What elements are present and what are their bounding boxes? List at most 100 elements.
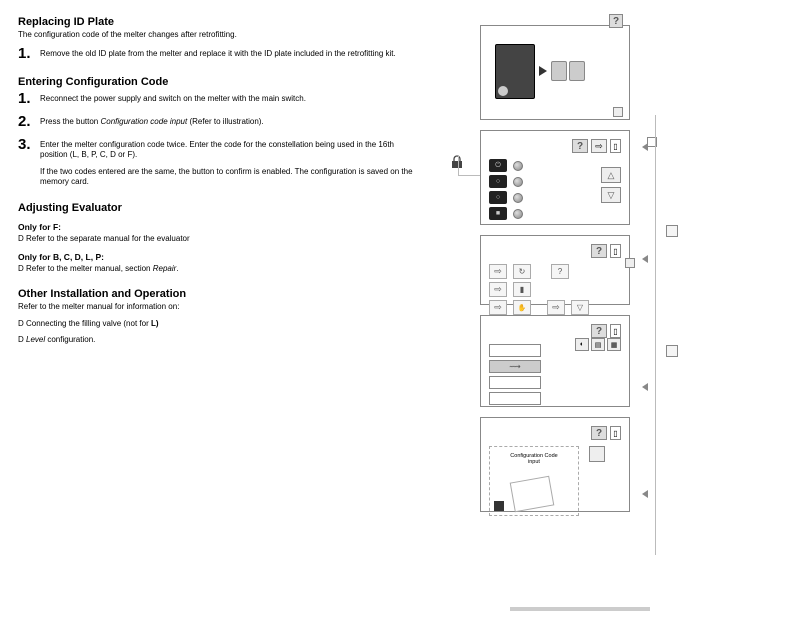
bar-icon bbox=[610, 139, 621, 153]
flow-arrow-icon bbox=[642, 383, 648, 391]
italic-text: Level bbox=[26, 335, 45, 344]
step-text: Enter the melter configuration code twic… bbox=[40, 136, 418, 188]
step-number: 3 bbox=[18, 136, 40, 188]
switch-icon: ○ bbox=[489, 191, 507, 204]
help-icon: ? bbox=[551, 264, 569, 279]
text: (Refer to illustration). bbox=[187, 117, 263, 126]
text-field-selected bbox=[489, 360, 541, 373]
help-icon: ? bbox=[609, 14, 623, 28]
bar-icon bbox=[610, 426, 621, 440]
panel-config-code: ? Configuration Code input bbox=[480, 417, 630, 512]
field-row bbox=[489, 360, 621, 373]
text-field bbox=[489, 344, 541, 357]
panel-header: ? bbox=[489, 139, 621, 153]
section2-title: Entering Configuration Code bbox=[18, 76, 418, 88]
mode-row: ? bbox=[489, 264, 621, 279]
field-icons: ◐ ▤ ▦ bbox=[575, 338, 621, 351]
led-icon bbox=[513, 193, 523, 203]
lock-icon bbox=[450, 155, 464, 169]
switch-icon: ■ bbox=[489, 207, 507, 220]
cycle-icon bbox=[513, 264, 531, 279]
mode-row bbox=[489, 300, 621, 315]
flow-line bbox=[655, 115, 656, 555]
flow-arrow-icon bbox=[642, 255, 648, 263]
panel-header: ? bbox=[489, 426, 621, 440]
hand-icon bbox=[513, 300, 531, 315]
section3-title: Adjusting Evaluator bbox=[18, 202, 418, 214]
help-icon: ? bbox=[591, 426, 607, 440]
help-icon: ? bbox=[572, 139, 588, 153]
id-plate-icon bbox=[569, 61, 585, 81]
section1-subtitle: The configuration code of the melter cha… bbox=[18, 30, 418, 39]
confirm-button-icon bbox=[589, 446, 605, 462]
step-text: Remove the old ID plate from the melter … bbox=[40, 45, 418, 62]
step-text: Reconnect the power supply and switch on… bbox=[40, 90, 418, 107]
s4-line1: D Connecting the filling valve (not for … bbox=[18, 319, 418, 329]
switch-row: ■ bbox=[489, 207, 621, 220]
switch-icon: ○ bbox=[489, 175, 507, 188]
arrow-right-icon bbox=[591, 139, 607, 153]
arrow-icon bbox=[547, 300, 565, 315]
id-plate-tilted-icon bbox=[510, 476, 555, 512]
s1-step1: 1 Remove the old ID plate from the melte… bbox=[18, 45, 418, 62]
italic-text: Repair bbox=[153, 264, 177, 273]
panel-melter: ? bbox=[480, 25, 630, 120]
section4-title: Other Installation and Operation bbox=[18, 288, 418, 300]
field-row bbox=[489, 392, 621, 405]
arrow-icon bbox=[489, 282, 507, 297]
bold-text: L) bbox=[151, 319, 159, 328]
switch-icon: ⏻ bbox=[489, 159, 507, 172]
led-icon bbox=[513, 209, 523, 219]
melter-unit-icon bbox=[495, 44, 535, 99]
flow-arrow-icon bbox=[642, 143, 648, 151]
flow-line bbox=[458, 155, 459, 175]
flow-arrow-icon bbox=[642, 490, 648, 498]
panel-switches: ? ⏻ ○ ○ ■ △ ▽ bbox=[480, 130, 630, 225]
melter-mini-icon bbox=[494, 501, 504, 511]
text: D Refer to the melter manual, section bbox=[18, 264, 153, 273]
connector-box bbox=[625, 258, 635, 268]
s4-line2: D Level configuration. bbox=[18, 335, 418, 345]
updown-group: △ ▽ bbox=[601, 167, 621, 203]
led-icon bbox=[513, 177, 523, 187]
s3-line1: D Refer to the separate manual for the e… bbox=[18, 234, 418, 244]
text: D Connecting the filling valve (not for bbox=[18, 319, 151, 328]
s3-sub2: Only for B, C, D, L, P: bbox=[18, 252, 418, 262]
melter-illustration bbox=[495, 36, 615, 106]
up-button-icon: △ bbox=[601, 167, 621, 183]
s4-intro: Refer to the melter manual for informati… bbox=[18, 302, 418, 312]
panel-fields: ? ◐ ▤ ▦ bbox=[480, 315, 630, 407]
text: configuration. bbox=[45, 335, 95, 344]
led-icon bbox=[513, 161, 523, 171]
left-column: Replacing ID Plate The configuration cod… bbox=[18, 16, 418, 352]
section1-title: Replacing ID Plate bbox=[18, 16, 418, 28]
panel-header: ? bbox=[489, 324, 621, 338]
down-button-icon: ▽ bbox=[601, 187, 621, 203]
info-icon bbox=[613, 107, 623, 117]
text: Press the button bbox=[40, 117, 100, 126]
text-field bbox=[489, 392, 541, 405]
text: . bbox=[176, 264, 178, 273]
grid-icon: ▦ bbox=[607, 338, 621, 351]
s3-sub1: Only for F: bbox=[18, 222, 418, 232]
panel-modes: ? ? bbox=[480, 235, 630, 305]
bar-icon bbox=[610, 244, 621, 258]
panel-header: ? bbox=[489, 244, 621, 258]
step3-main: Enter the melter configuration code twic… bbox=[40, 140, 418, 161]
arrow-right-icon bbox=[539, 66, 547, 76]
s2-step2: 2 Press the button Configuration code in… bbox=[18, 113, 418, 130]
flow-line bbox=[458, 175, 480, 176]
step-number: 1 bbox=[18, 90, 40, 107]
italic-text: Configuration code input bbox=[100, 117, 187, 126]
arrow-icon bbox=[489, 300, 507, 315]
s2-step1: 1 Reconnect the power supply and switch … bbox=[18, 90, 418, 107]
help-icon: ? bbox=[591, 324, 607, 338]
mode-row bbox=[489, 282, 621, 297]
thermo-icon bbox=[513, 282, 531, 297]
text: input bbox=[528, 459, 540, 465]
id-plates bbox=[551, 61, 585, 81]
flow-node-icon bbox=[666, 345, 678, 357]
s2-step3: 3 Enter the melter configuration code tw… bbox=[18, 136, 418, 188]
right-column: ? ? ⏻ ○ ○ ■ △ ▽ ? bbox=[480, 25, 780, 522]
text-field bbox=[489, 376, 541, 389]
